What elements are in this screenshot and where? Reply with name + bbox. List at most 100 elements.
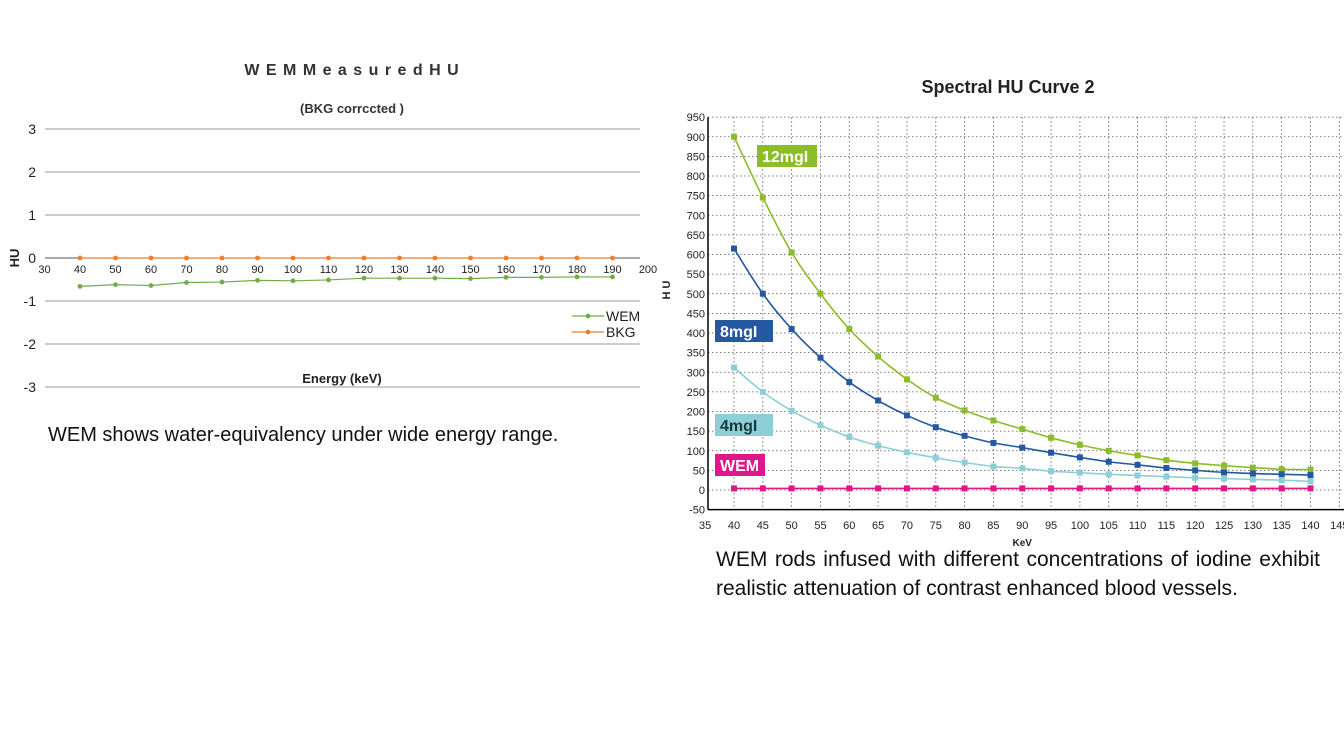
y-tick-label: 0 — [28, 250, 36, 266]
x-tick-label: 150 — [461, 264, 479, 276]
series-label-12mgi: 12mgI — [757, 145, 817, 167]
y-tick-label: 3 — [28, 121, 36, 137]
data-point-wem — [1163, 485, 1170, 492]
data-point-wem — [1019, 485, 1026, 492]
data-point-4mgi — [788, 407, 795, 414]
x-tick-label: 85 — [987, 520, 999, 532]
data-point-wem — [1105, 485, 1112, 492]
data-point-4mgi — [1192, 474, 1199, 481]
data-point-4mgi — [1307, 478, 1314, 485]
y-tick-label: 600 — [687, 250, 705, 262]
series-label-box — [715, 454, 765, 476]
x-tick-label: 80 — [958, 520, 970, 532]
data-point-12mgi — [1048, 434, 1055, 441]
data-point-bkg — [326, 255, 331, 261]
y-tick-label: 0 — [699, 485, 705, 497]
series-label-text: WEM — [720, 458, 759, 475]
x-tick-label: 65 — [872, 520, 884, 532]
data-point-wem — [1192, 485, 1199, 492]
x-tick-label: 115 — [1158, 520, 1176, 532]
y-tick-label: 250 — [687, 387, 705, 399]
series-label-8mgi: 8mgI — [715, 320, 773, 342]
x-tick-label: 40 — [728, 520, 740, 532]
data-point-4mgi — [1163, 473, 1170, 480]
x-tick-label: 60 — [145, 264, 157, 276]
x-tick-label: 35 — [699, 520, 711, 532]
data-point-wem — [1048, 485, 1055, 492]
x-tick-label: 40 — [74, 264, 86, 276]
data-point-bkg — [255, 255, 260, 261]
series-label-4mgi: 4mgI — [715, 414, 773, 436]
x-tick-label: 140 — [426, 264, 444, 276]
y-tick-label: -3 — [24, 379, 37, 395]
x-tick-label: 145 — [1330, 520, 1344, 532]
x-tick-label: 130 — [1244, 520, 1262, 532]
data-point-12mgi — [759, 194, 766, 201]
series-label-box — [715, 414, 773, 436]
x-tick-label: 100 — [1071, 520, 1089, 532]
data-point-12mgi — [1249, 464, 1256, 471]
data-point-12mgi — [788, 249, 795, 256]
x-tick-label: 70 — [180, 264, 192, 276]
data-point-wem — [1249, 485, 1256, 492]
data-point-wem — [731, 485, 737, 492]
x-tick-label: 110 — [1129, 520, 1147, 532]
data-point-8mgi — [846, 379, 853, 386]
data-point-wem — [326, 277, 331, 283]
data-point-wem — [610, 274, 615, 280]
data-point-wem — [432, 275, 438, 281]
data-point-wem — [990, 485, 997, 492]
y-tick-label: 50 — [693, 465, 705, 477]
y-tick-label: -50 — [689, 505, 705, 517]
data-point-bkg — [219, 255, 225, 261]
data-point-bkg — [148, 255, 154, 261]
data-point-12mgi — [1163, 457, 1170, 464]
data-point-bkg — [397, 255, 402, 261]
data-point-8mgi — [1278, 471, 1285, 478]
data-point-12mgi — [875, 353, 882, 360]
x-tick-label: 90 — [1016, 520, 1028, 532]
legend-label-wem: WEM — [606, 308, 640, 324]
spectral-hu-curve-chart: Spectral HU Curve 2 35 40 45 50 55 60 65 70 75 80 8… — [660, 0, 1344, 650]
data-point-4mgi — [759, 388, 766, 395]
data-point-4mgi — [1105, 471, 1112, 478]
data-point-wem — [759, 485, 766, 492]
x-tick-label: 190 — [603, 264, 621, 276]
x-tick-label: 110 — [320, 264, 338, 276]
x-tick-label: 100 — [284, 264, 302, 276]
data-point-wem — [846, 485, 853, 492]
data-point-wem — [255, 277, 260, 283]
y-tick-label: 750 — [687, 191, 705, 203]
data-point-wem — [148, 283, 154, 288]
y-tick-label: 400 — [687, 328, 705, 340]
wem-measured-hu-chart-svg: W E M M e a s u r e d H U (BKG corrccted … — [7, 62, 657, 395]
data-point-8mgi — [759, 290, 766, 297]
data-point-8mgi — [1048, 449, 1055, 456]
x-tick-label: 95 — [1045, 520, 1057, 532]
x-axis-label: KeV — [1013, 538, 1033, 549]
x-tick-label: 170 — [532, 264, 550, 276]
data-point-4mgi — [1278, 477, 1285, 484]
series-label-text: 4mgI — [720, 418, 757, 435]
data-point-wem — [961, 485, 968, 492]
y-tick-label: 900 — [687, 132, 705, 144]
x-tick-label: 50 — [109, 264, 121, 276]
data-point-bkg — [539, 255, 544, 261]
spectral-hu-curve-chart-svg: Spectral HU Curve 2 35 40 45 50 55 60 65 70 75 80 8… — [661, 77, 1344, 549]
x-tick-label: 60 — [843, 520, 855, 532]
data-point-wem — [539, 274, 544, 280]
x-tick-label: 120 — [1186, 520, 1204, 532]
data-point-wem — [503, 274, 509, 280]
y-tick-label: 800 — [687, 171, 705, 183]
x-tick-label: 45 — [757, 520, 769, 532]
data-point-bkg — [361, 255, 367, 261]
legend-label-bkg: BKG — [606, 324, 636, 340]
data-point-12mgi — [1076, 441, 1083, 448]
y-tick-label: 450 — [687, 308, 705, 320]
data-point-bkg — [290, 255, 296, 261]
data-point-12mgi — [1307, 466, 1314, 473]
data-point-bkg — [184, 255, 189, 261]
data-point-12mgi — [961, 407, 968, 414]
data-point-12mgi — [903, 376, 910, 383]
data-point-wem — [1221, 485, 1228, 492]
